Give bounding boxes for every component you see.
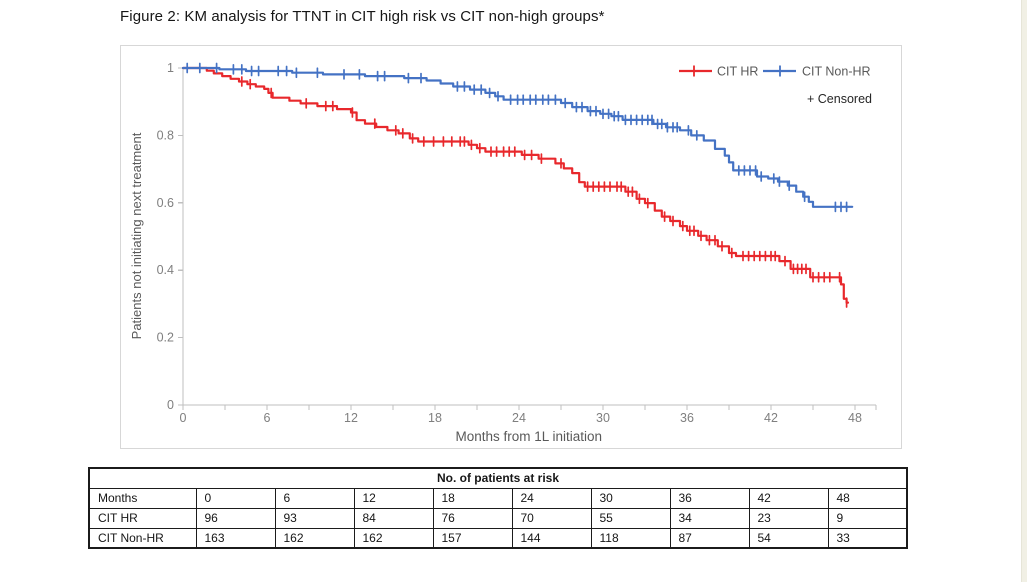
risk-value-cell: 33 <box>827 527 908 549</box>
risk-value-cell: 9 <box>827 507 908 529</box>
y-axis-title: Patients not initiating next treatment <box>129 132 144 339</box>
risk-table-row: CIT HR 96 93 84 76 70 55 34 23 9 <box>88 507 908 529</box>
risk-value-cell: 162 <box>274 527 355 549</box>
risk-value-cell: 55 <box>590 507 671 529</box>
x-tick-label: 12 <box>344 411 358 425</box>
x-tick-label: 24 <box>512 411 526 425</box>
y-tick-label: 0.2 <box>157 331 174 345</box>
risk-value-cell: 76 <box>432 507 513 529</box>
risk-value-cell: 23 <box>748 507 829 529</box>
risk-value-cell: 162 <box>353 527 434 549</box>
risk-value-cell: 84 <box>353 507 434 529</box>
risk-table-month-col: 36 <box>669 487 750 509</box>
risk-table-month-col: 12 <box>353 487 434 509</box>
km-chart-canvas: 0 6 12 18 24 30 36 42 48 0 0.2 0.4 0.6 0.8 1 Months fro… <box>129 61 877 444</box>
risk-row-label: CIT Non-HR <box>88 527 197 549</box>
legend-label: CIT Non-HR <box>802 65 871 79</box>
risk-value-cell: 144 <box>511 527 592 549</box>
risk-table-header-row: Months 0 6 12 18 24 30 36 42 48 <box>88 487 908 509</box>
risk-table-title: No. of patients at risk <box>88 467 908 489</box>
x-tick-label: 42 <box>764 411 778 425</box>
x-tick-label: 0 <box>180 411 187 425</box>
x-tick-label: 36 <box>680 411 694 425</box>
risk-table-container: No. of patients at risk Months 0 6 12 18 24 30 3… <box>88 467 908 549</box>
risk-table-month-col: 0 <box>195 487 276 509</box>
risk-table-month-col: 30 <box>590 487 671 509</box>
risk-value-cell: 70 <box>511 507 592 529</box>
risk-value-cell: 157 <box>432 527 513 549</box>
x-tick-label: 48 <box>848 411 862 425</box>
km-curve-cit-non-hr <box>181 66 854 208</box>
risk-table-month-col: 42 <box>748 487 829 509</box>
risk-value-cell: 163 <box>195 527 276 549</box>
km-curve-cit-hr <box>181 66 850 304</box>
km-chart: 0 6 12 18 24 30 36 42 48 0 0.2 0.4 0.6 0.8 1 Months fro… <box>120 45 902 449</box>
risk-table-months-label: Months <box>88 487 197 509</box>
risk-value-cell: 93 <box>274 507 355 529</box>
x-tick-label: 30 <box>596 411 610 425</box>
risk-value-cell: 118 <box>590 527 671 549</box>
risk-value-cell: 96 <box>195 507 276 529</box>
y-tick-label: 0.6 <box>157 196 174 210</box>
risk-value-cell: 87 <box>669 527 750 549</box>
risk-value-cell: 34 <box>669 507 750 529</box>
x-axis-title: Months from 1L initiation <box>456 429 603 444</box>
figure-title: Figure 2: KM analysis for TTNT in CIT hi… <box>120 8 605 25</box>
y-tick-label: 0.8 <box>157 128 174 142</box>
risk-table-month-col: 48 <box>827 487 908 509</box>
risk-value-cell: 54 <box>748 527 829 549</box>
y-tick-label: 0 <box>167 398 174 412</box>
risk-row-label: CIT HR <box>88 507 197 529</box>
window-edge-strip <box>1021 0 1027 582</box>
y-tick-label: 0.4 <box>157 263 174 277</box>
x-tick-label: 18 <box>428 411 442 425</box>
risk-table: No. of patients at risk Months 0 6 12 18 24 30 3… <box>88 467 908 549</box>
risk-table-month-col: 24 <box>511 487 592 509</box>
risk-table-month-col: 18 <box>432 487 513 509</box>
risk-table-row: CIT Non-HR 163 162 162 157 144 118 87 54 33 <box>88 527 908 549</box>
risk-table-month-col: 6 <box>274 487 355 509</box>
legend-label: CIT HR <box>717 65 758 79</box>
y-tick-label: 1 <box>167 61 174 75</box>
x-tick-label: 6 <box>264 411 271 425</box>
censored-note: + Censored <box>807 92 872 106</box>
